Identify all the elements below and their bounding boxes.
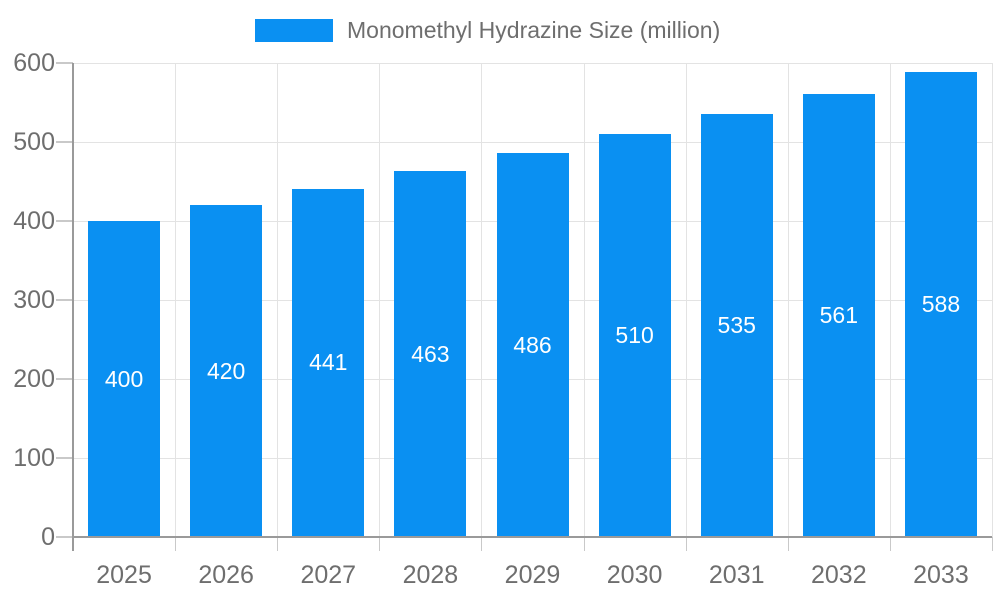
bar-value-label: 463 <box>411 340 450 367</box>
x-axis-label: 2030 <box>606 561 663 589</box>
x-axis-tick <box>685 537 687 551</box>
bar-value-label: 400 <box>104 365 144 392</box>
y-axis-tick <box>56 220 73 222</box>
x-axis-tick <box>379 537 381 551</box>
bar-value-label: 420 <box>206 357 246 384</box>
v-gridline <box>889 63 891 537</box>
x-axis-label: 2028 <box>402 561 459 589</box>
bar[interactable]: 535 <box>700 114 773 537</box>
bar-value-label: 441 <box>309 349 348 376</box>
y-axis-tick <box>56 141 73 143</box>
bar-value-label: 535 <box>717 312 756 339</box>
bar[interactable]: 441 <box>292 188 365 537</box>
bar[interactable]: 420 <box>190 205 263 537</box>
y-axis-label: 400 <box>13 207 55 235</box>
v-gridline <box>379 63 381 537</box>
x-axis-tick <box>787 537 789 551</box>
x-axis-tick <box>277 537 279 551</box>
legend-label: Monomethyl Hydrazine Size (million) <box>347 16 721 43</box>
legend[interactable]: Monomethyl Hydrazine Size (million) <box>255 16 720 44</box>
bar[interactable]: 561 <box>802 93 875 537</box>
x-axis-tick <box>889 537 891 551</box>
x-axis-tick <box>481 537 483 551</box>
x-axis-label: 2027 <box>300 561 357 589</box>
v-gridline <box>992 63 993 537</box>
x-axis-label: 2029 <box>504 561 561 589</box>
y-axis-label: 0 <box>41 523 55 551</box>
x-axis-tick <box>992 537 993 551</box>
bar[interactable]: 510 <box>598 134 671 537</box>
y-axis-tick <box>56 536 73 538</box>
bar-value-label: 510 <box>615 322 654 349</box>
bar-value-label: 561 <box>819 301 859 328</box>
y-axis-tick <box>56 378 73 380</box>
y-axis-tick <box>56 62 73 64</box>
h-gridline <box>73 142 992 143</box>
x-axis-label: 2032 <box>811 561 867 589</box>
bar[interactable]: 486 <box>496 153 569 537</box>
x-axis-label: 2031 <box>708 561 765 589</box>
v-gridline <box>175 63 177 537</box>
y-axis-label: 500 <box>13 128 55 156</box>
y-axis-tick <box>56 299 73 301</box>
v-gridline <box>277 63 279 537</box>
x-axis-line <box>73 536 992 538</box>
legend-swatch <box>255 18 333 42</box>
y-axis-tick <box>56 457 73 459</box>
x-axis-tick <box>175 537 177 551</box>
x-axis-label: 2033 <box>913 561 969 589</box>
v-gridline <box>685 63 687 537</box>
v-gridline <box>481 63 483 537</box>
x-axis-label: 2026 <box>198 561 254 589</box>
y-axis-label: 300 <box>13 286 55 314</box>
y-axis-line <box>72 63 74 551</box>
h-gridline <box>73 63 992 64</box>
y-axis-label: 600 <box>13 49 55 77</box>
v-gridline <box>583 63 585 537</box>
x-axis-label: 2025 <box>96 561 152 589</box>
y-axis-label: 100 <box>13 444 55 472</box>
bar[interactable]: 400 <box>88 221 161 537</box>
bar-value-label: 486 <box>513 331 552 358</box>
bar-value-label: 588 <box>921 291 961 318</box>
bar[interactable]: 588 <box>904 72 977 537</box>
bar[interactable]: 463 <box>394 171 467 537</box>
v-gridline <box>787 63 789 537</box>
x-axis-tick <box>583 537 585 551</box>
y-axis-label: 200 <box>13 365 55 393</box>
